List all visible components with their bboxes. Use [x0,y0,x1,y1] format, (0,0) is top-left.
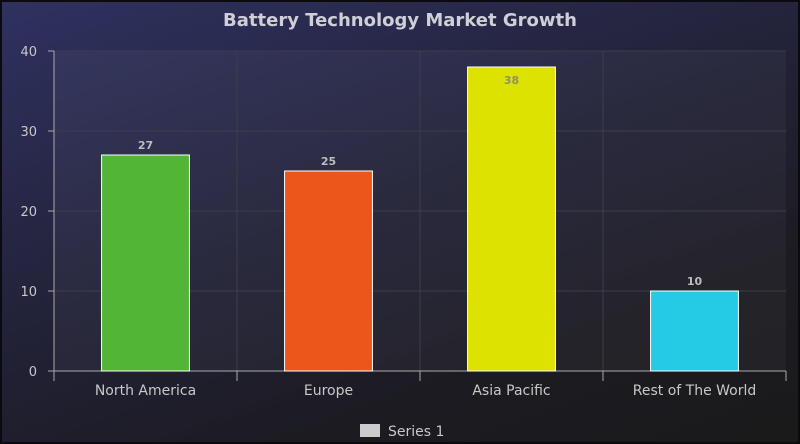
x-tick-label: North America [95,383,196,399]
bar-asia-pacific[interactable] [467,66,556,372]
y-tick-label: 10 [20,285,37,300]
bar-north-america[interactable] [101,154,190,372]
x-tick-label: Asia Pacific [472,383,550,399]
x-tick-label: Europe [304,383,353,399]
data-label: 25 [321,155,336,168]
bar-rest-of-the-world[interactable] [650,290,739,372]
y-tick-label: 30 [20,125,37,140]
x-tick-label: Rest of The World [633,383,757,399]
chart-title: Battery Technology Market Growth [223,10,577,31]
legend-label[interactable]: Series 1 [388,424,444,440]
bar-europe[interactable] [284,170,373,372]
plot-area: 0 10 20 30 40 27 North America 25 Europe 38 Asia P… [20,45,787,399]
data-label: 38 [504,74,519,87]
y-tick-label: 40 [20,45,37,60]
y-tick-label: 0 [29,365,37,380]
y-tick-label: 20 [20,205,37,220]
legend-swatch[interactable] [360,424,380,437]
legend[interactable]: Series 1 [360,424,444,440]
data-label: 10 [687,275,703,288]
data-label: 27 [138,139,153,152]
